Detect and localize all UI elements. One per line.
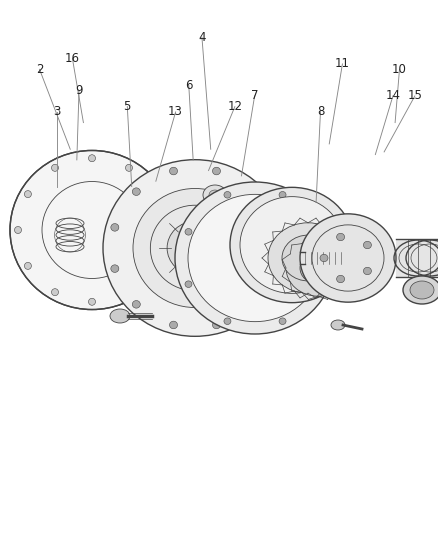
Ellipse shape: [317, 281, 324, 287]
Ellipse shape: [285, 240, 349, 296]
Text: 7: 7: [250, 90, 258, 102]
Ellipse shape: [51, 289, 58, 296]
Text: 9: 9: [75, 84, 83, 97]
Polygon shape: [395, 239, 438, 277]
Ellipse shape: [169, 321, 177, 329]
Ellipse shape: [175, 182, 334, 334]
Ellipse shape: [402, 276, 438, 304]
Ellipse shape: [184, 229, 191, 235]
Text: 15: 15: [406, 90, 421, 102]
Ellipse shape: [363, 267, 371, 274]
Ellipse shape: [202, 185, 226, 205]
Text: 6: 6: [184, 79, 192, 92]
Text: 4: 4: [198, 31, 205, 44]
Ellipse shape: [10, 150, 173, 310]
Ellipse shape: [133, 189, 256, 308]
Ellipse shape: [299, 214, 395, 302]
Ellipse shape: [267, 223, 347, 293]
Ellipse shape: [281, 235, 333, 281]
Ellipse shape: [125, 164, 132, 171]
Ellipse shape: [110, 223, 119, 231]
Ellipse shape: [25, 191, 32, 198]
Ellipse shape: [223, 318, 230, 325]
Ellipse shape: [271, 265, 279, 272]
Text: 2: 2: [35, 63, 43, 76]
Ellipse shape: [279, 191, 286, 198]
Text: 8: 8: [316, 106, 323, 118]
Ellipse shape: [88, 298, 95, 305]
Ellipse shape: [152, 262, 159, 269]
Ellipse shape: [336, 233, 344, 241]
Ellipse shape: [271, 223, 279, 231]
Ellipse shape: [103, 160, 286, 336]
Ellipse shape: [167, 221, 223, 274]
Ellipse shape: [249, 188, 257, 196]
Ellipse shape: [110, 265, 119, 272]
Text: 10: 10: [391, 63, 406, 76]
Ellipse shape: [212, 167, 220, 175]
Ellipse shape: [409, 281, 433, 299]
Ellipse shape: [223, 191, 230, 198]
Ellipse shape: [299, 252, 335, 284]
Ellipse shape: [184, 281, 191, 287]
Ellipse shape: [152, 191, 159, 198]
Ellipse shape: [212, 321, 220, 329]
Ellipse shape: [125, 289, 132, 296]
Text: 12: 12: [227, 100, 242, 113]
Ellipse shape: [162, 227, 169, 233]
Text: 16: 16: [65, 52, 80, 65]
Ellipse shape: [317, 229, 324, 235]
Ellipse shape: [169, 167, 177, 175]
Text: 13: 13: [168, 106, 183, 118]
Ellipse shape: [249, 301, 257, 308]
Ellipse shape: [336, 276, 344, 282]
Ellipse shape: [208, 190, 220, 200]
Ellipse shape: [363, 241, 371, 249]
Ellipse shape: [132, 301, 140, 308]
Ellipse shape: [51, 164, 58, 171]
Ellipse shape: [88, 155, 95, 161]
Ellipse shape: [132, 188, 140, 196]
Ellipse shape: [319, 254, 327, 262]
Text: 5: 5: [124, 100, 131, 113]
Ellipse shape: [25, 262, 32, 269]
Text: 11: 11: [334, 58, 349, 70]
Ellipse shape: [110, 309, 130, 323]
Ellipse shape: [330, 320, 344, 330]
Ellipse shape: [279, 318, 286, 325]
Ellipse shape: [14, 227, 21, 233]
Ellipse shape: [187, 195, 321, 321]
Ellipse shape: [230, 187, 353, 303]
Text: 14: 14: [385, 90, 399, 102]
Ellipse shape: [240, 197, 343, 293]
Text: 3: 3: [53, 106, 60, 118]
